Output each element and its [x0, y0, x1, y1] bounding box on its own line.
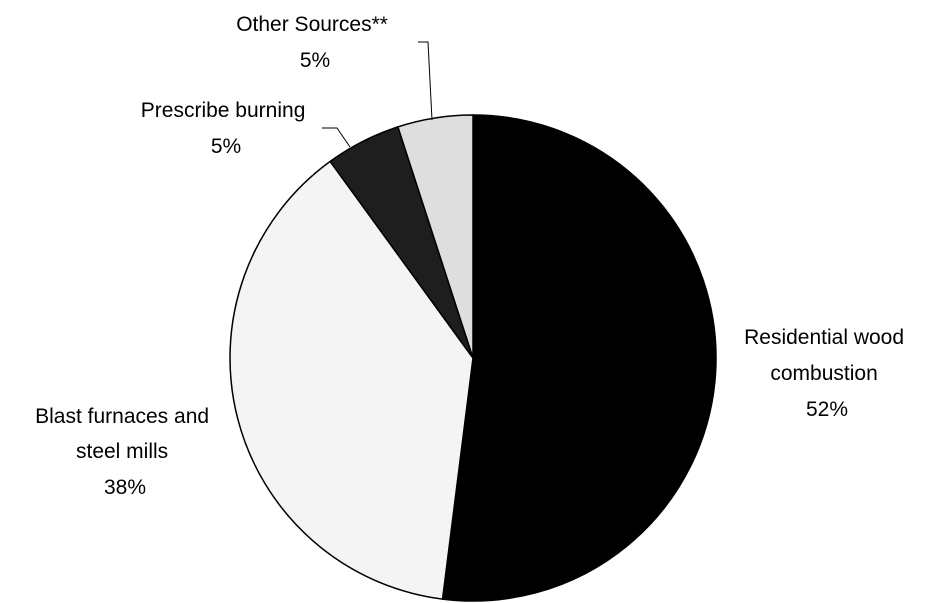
pie-slice-other-sources	[397, 114, 474, 359]
slice-label-line: steel mills	[76, 440, 168, 463]
slice-label-blast-furnaces-and-steel-mills: Blast furnaces and steel mills 38%	[35, 405, 215, 499]
slice-label-residential-wood-combustion: Residential wood combustion 52%	[744, 326, 910, 421]
pie-slice-blast-furnaces-and-steel-mills	[229, 160, 474, 600]
slice-label-line: Blast furnaces and	[35, 405, 209, 428]
pie-slices	[229, 114, 717, 602]
slice-label-line: Prescribe burning	[141, 99, 306, 122]
slice-value-label: 5%	[300, 49, 330, 72]
pie-slice-residential-wood-combustion	[441, 114, 717, 602]
slice-label-line: Other Sources**	[236, 13, 388, 36]
slice-value-label: 38%	[104, 476, 146, 499]
slice-label-prescribe-burning: Prescribe burning 5%	[141, 99, 311, 158]
slice-label-line: Residential wood	[744, 326, 904, 349]
leader-lines	[322, 41, 433, 148]
slice-label-line: combustion	[770, 362, 877, 385]
leader-line-prescribe-burning	[322, 127, 351, 148]
slice-value-label: 52%	[806, 398, 848, 421]
leader-line-other-sources	[418, 41, 433, 121]
slice-value-label: 5%	[211, 135, 241, 158]
slice-label-other-sources: Other Sources** 5%	[236, 13, 394, 72]
